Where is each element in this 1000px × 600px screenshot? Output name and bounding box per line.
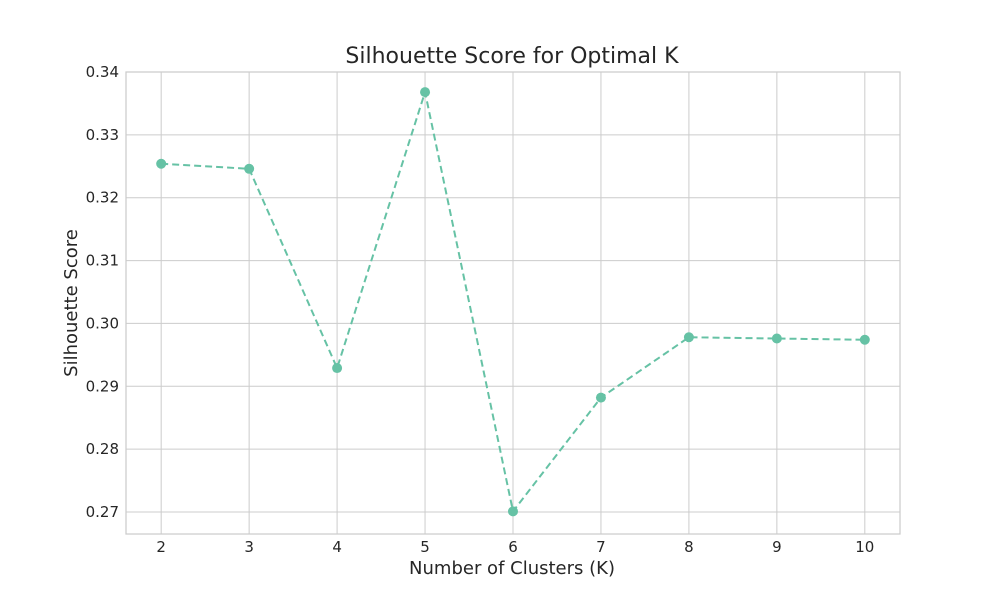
x-tick-label: 3 [244, 538, 254, 556]
x-tick-label: 6 [508, 538, 518, 556]
plot-frame [125, 71, 901, 535]
chart-title: Silhouette Score for Optimal K [345, 44, 679, 69]
data-point [859, 334, 870, 345]
y-tick-label: 0.31 [86, 252, 119, 270]
x-axis-label: Number of Clusters (K) [409, 558, 615, 579]
data-point [332, 363, 343, 374]
y-tick-label: 0.28 [86, 440, 119, 458]
series-layer [156, 87, 870, 517]
y-tick-label: 0.34 [86, 63, 119, 81]
data-point [771, 333, 782, 344]
y-tick-label: 0.32 [86, 189, 119, 207]
x-tick-label: 8 [684, 538, 694, 556]
data-point [420, 87, 431, 98]
y-tick-label: 0.29 [86, 377, 119, 395]
y-tick-label: 0.27 [86, 503, 119, 521]
x-tick-labels: 2 3 4 5 6 7 8 9 10 [156, 538, 874, 556]
x-tick-label: 5 [420, 538, 430, 556]
y-tick-labels: 0.27 0.28 0.29 0.30 0.31 0.32 0.33 0.34 [86, 63, 119, 521]
x-tick-label: 9 [772, 538, 782, 556]
y-tick-label: 0.33 [86, 126, 119, 144]
grid [126, 71, 900, 534]
x-tick-label: 4 [332, 538, 342, 556]
data-point [508, 506, 518, 517]
x-tick-label: 7 [596, 538, 606, 556]
x-tick-label: 2 [156, 538, 166, 556]
x-tick-label: 10 [855, 538, 874, 556]
data-point [595, 392, 606, 403]
data-point [683, 332, 694, 343]
y-tick-label: 0.30 [86, 314, 119, 332]
data-point [156, 158, 167, 169]
data-point [244, 163, 255, 174]
y-axis-label: Silhouette Score [61, 229, 82, 377]
